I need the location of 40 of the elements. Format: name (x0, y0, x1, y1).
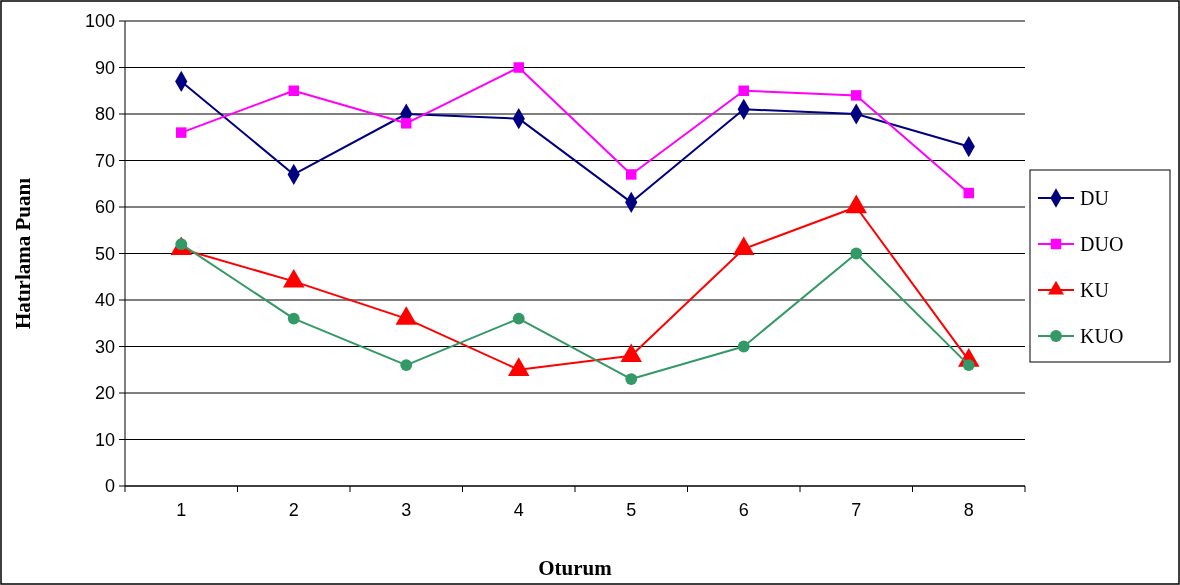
y-tick-label: 70 (94, 150, 115, 171)
x-tick-label: 1 (176, 500, 187, 520)
y-tick-label: 50 (94, 243, 115, 264)
point (176, 127, 187, 138)
x-tick-label: 2 (288, 500, 299, 520)
point (400, 359, 413, 372)
y-tick-label: 40 (94, 290, 115, 311)
y-tick-label: 10 (94, 429, 115, 450)
legend-label: KUO (1080, 325, 1124, 347)
point (625, 373, 638, 385)
legend-label: DUO (1080, 233, 1124, 255)
x-tick-label: 5 (626, 500, 637, 520)
point (962, 359, 975, 372)
point (851, 90, 862, 101)
y-tick-label: 90 (94, 57, 115, 78)
point (737, 340, 750, 353)
x-tick-label: 3 (401, 500, 412, 520)
x-tick-label: 4 (513, 500, 524, 520)
x-tick-label: 6 (738, 500, 749, 520)
x-tick-label: 8 (963, 500, 974, 520)
y-axis-title: Hatırlama Puanı (11, 177, 35, 330)
point (401, 118, 412, 129)
point (512, 312, 525, 325)
point (626, 169, 637, 180)
point (963, 187, 974, 199)
point (287, 312, 300, 325)
point (513, 62, 524, 73)
x-axis-title: Oturum (538, 556, 613, 580)
legend-label: KU (1080, 279, 1110, 301)
y-tick-label: 30 (94, 336, 115, 357)
legend-label: DU (1080, 187, 1110, 209)
y-tick-label: 80 (94, 104, 115, 125)
y-tick-label: 20 (94, 383, 115, 404)
point (288, 85, 299, 96)
y-tick-label: 0 (104, 476, 115, 497)
y-tick-label: 60 (94, 197, 115, 218)
point (850, 247, 863, 260)
y-tick-label: 100 (84, 11, 115, 32)
point (738, 85, 749, 96)
x-tick-label: 7 (851, 500, 862, 520)
